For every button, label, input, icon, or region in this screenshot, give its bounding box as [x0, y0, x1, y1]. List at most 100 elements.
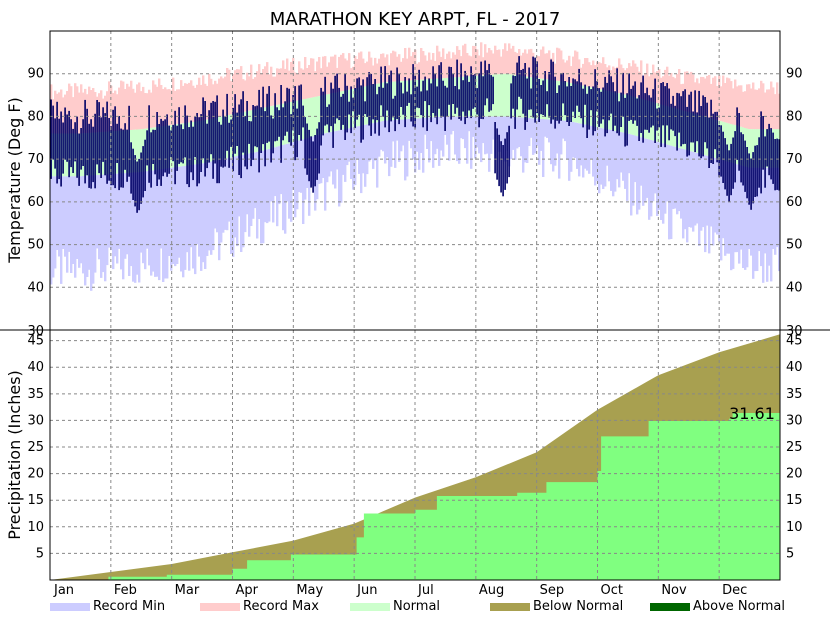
record-min-bar	[260, 151, 263, 244]
record-max-bar	[346, 60, 349, 91]
record-max-bar	[500, 56, 503, 75]
record-min-bar	[550, 119, 553, 165]
observed-temp-bar	[472, 74, 474, 109]
record-max-bar	[728, 78, 731, 124]
record-max-bar	[188, 82, 191, 123]
observed-temp-bar	[572, 78, 574, 112]
record-max-bar	[152, 80, 155, 128]
observed-temp-bar	[358, 77, 360, 115]
normal-band-bar	[318, 96, 321, 135]
observed-temp-bar	[66, 114, 68, 162]
normal-band-bar	[584, 86, 587, 125]
normal-band-bar	[502, 73, 505, 117]
record-min-bar	[708, 156, 711, 254]
observed-temp-bar	[448, 66, 450, 105]
record-min-bar	[404, 119, 407, 181]
record-min-bar	[264, 150, 267, 223]
record-min-bar	[538, 118, 541, 165]
record-min-bar	[212, 161, 215, 251]
observed-temp-bar	[348, 101, 350, 115]
observed-temp-bar	[510, 83, 512, 119]
record-min-bar	[70, 176, 73, 273]
observed-temp-bar	[542, 80, 544, 115]
observed-temp-bar	[652, 89, 654, 126]
record-max-bar	[696, 78, 699, 115]
record-max-bar	[88, 86, 91, 133]
record-max-bar	[360, 51, 363, 88]
record-min-bar	[210, 161, 213, 255]
observed-temp-bar	[98, 102, 100, 174]
record-max-bar	[504, 43, 507, 74]
record-min-bar	[198, 163, 201, 257]
record-min-bar	[388, 120, 391, 177]
record-min-bar	[86, 175, 89, 277]
record-max-bar	[454, 54, 457, 78]
observed-temp-bar	[640, 82, 642, 133]
record-min-bar	[100, 174, 103, 278]
legend-swatch	[490, 603, 530, 611]
observed-temp-bar	[452, 73, 454, 104]
observed-temp-bar	[242, 91, 244, 153]
record-max-bar	[362, 58, 365, 87]
observed-temp-bar	[194, 116, 196, 158]
observed-temp-bar	[234, 94, 236, 154]
normal-band-bar	[312, 97, 315, 137]
observed-temp-bar	[420, 91, 422, 116]
observed-temp-bar	[126, 129, 128, 182]
observed-temp-bar	[444, 85, 446, 131]
record-min-bar	[634, 135, 637, 183]
observed-temp-bar	[436, 86, 438, 125]
observed-temp-bar	[290, 114, 292, 146]
observed-temp-bar	[424, 76, 426, 102]
record-min-bar	[656, 141, 659, 216]
normal-band-bar	[306, 98, 309, 139]
record-max-bar	[342, 53, 345, 91]
observed-temp-bar	[102, 107, 104, 162]
observed-temp-bar	[426, 90, 428, 131]
observed-temp-bar	[698, 90, 700, 157]
record-min-bar	[772, 167, 775, 249]
observed-temp-bar	[270, 115, 272, 163]
record-max-bar	[328, 62, 331, 94]
observed-temp-bar	[276, 107, 278, 141]
record-max-bar	[230, 80, 233, 115]
observed-temp-bar	[154, 129, 156, 175]
record-min-bar	[758, 167, 761, 252]
observed-temp-bar	[586, 93, 588, 138]
observed-temp-bar	[292, 94, 294, 131]
observed-temp-bar	[104, 113, 106, 176]
precip-tick-left: 20	[27, 467, 44, 482]
record-min-bar	[386, 120, 389, 158]
observed-temp-bar	[170, 130, 172, 158]
record-min-bar	[430, 117, 433, 142]
observed-temp-bar	[774, 139, 776, 191]
observed-temp-bar	[462, 80, 464, 112]
record-max-bar	[214, 80, 217, 118]
record-max-bar	[528, 49, 531, 77]
observed-temp-bar	[666, 83, 668, 126]
observed-temp-bar	[496, 128, 498, 180]
temp-tick-left: 50	[27, 238, 44, 253]
record-min-bar	[742, 165, 745, 268]
record-min-bar	[230, 157, 233, 254]
observed-temp-bar	[286, 87, 288, 132]
record-min-bar	[304, 138, 307, 200]
observed-temp-bar	[364, 101, 366, 115]
record-max-bar	[116, 94, 119, 131]
record-min-bar	[568, 121, 571, 181]
record-min-bar	[488, 116, 491, 172]
observed-temp-bar	[720, 125, 722, 177]
record-max-bar	[276, 68, 279, 105]
record-max-bar	[488, 48, 491, 75]
record-max-bar	[720, 86, 723, 122]
record-min-bar	[326, 132, 329, 183]
record-max-bar	[246, 72, 249, 112]
observed-temp-bar	[400, 82, 402, 107]
record-max-bar	[580, 67, 583, 86]
record-max-bar	[122, 81, 125, 131]
record-min-bar	[344, 129, 347, 182]
observed-temp-bar	[186, 115, 188, 185]
observed-temp-bar	[134, 155, 136, 207]
record-max-bar	[120, 80, 123, 131]
record-min-bar	[740, 165, 743, 250]
